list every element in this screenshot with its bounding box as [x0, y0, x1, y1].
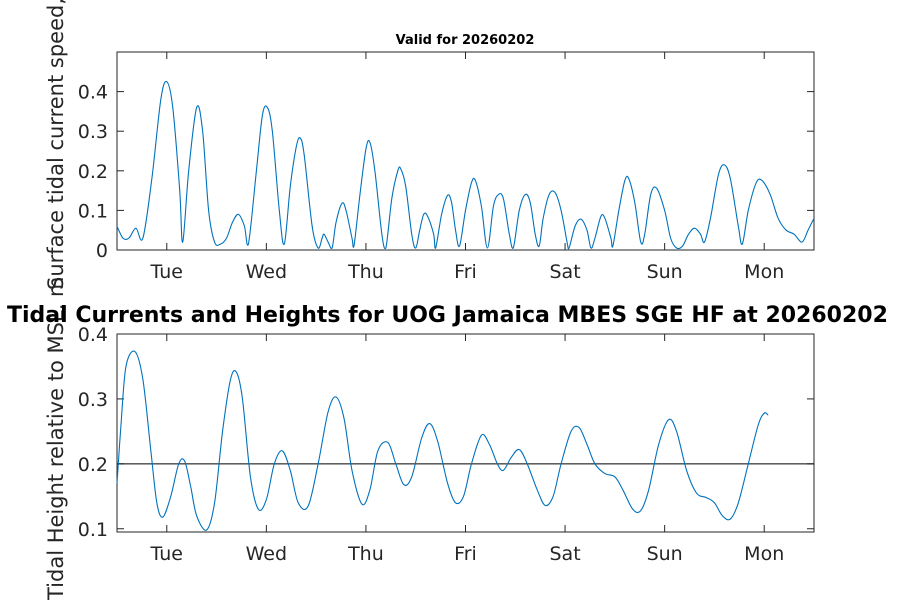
bottom-axes: 0.1 0.2 0.3 0.4 Tue Wed Thu Fri Sat Sun Mon [78, 324, 815, 565]
top-y-tick-label: 0.1 [78, 200, 108, 222]
bottom-y-tick-label: 0.3 [78, 389, 108, 411]
tidal-height-line [116, 350, 769, 531]
top-x-tick-label: Tue [150, 261, 183, 283]
top-x-tick-label: Sun [647, 261, 683, 283]
bottom-y-axis-label: Tidal Height relative to MSL, m [44, 277, 68, 600]
top-x-tick-label: Mon [744, 261, 784, 283]
top-axes-box [116, 51, 815, 251]
top-x-tick-label: Fri [454, 261, 477, 283]
bottom-y-tick-label: 0.2 [78, 454, 108, 476]
top-y-tick-label: 0.4 [78, 82, 108, 104]
bottom-x-tick-label: Thu [347, 543, 384, 565]
bottom-x-tick-label: Mon [744, 543, 784, 565]
bottom-axes-box [116, 333, 815, 533]
bottom-x-tick-label: Tue [150, 543, 183, 565]
top-y-tick-label: 0.3 [78, 121, 108, 143]
bottom-x-tick-label: Sat [549, 543, 580, 565]
bottom-y-tick-label: 0.1 [78, 519, 108, 541]
top-y-tick-label: 0.2 [78, 161, 108, 183]
top-axes-ticks: 0 0.1 0.2 0.3 0.4 Tue Wed Thu Fri Sat Sun Mon [78, 52, 814, 283]
bottom-axes-ticks: 0.1 0.2 0.3 0.4 Tue Wed Thu Fri Sat Sun Mon [78, 324, 814, 565]
top-axes: 0 0.1 0.2 0.3 0.4 Tue Wed Thu Fri Sat Sun Mon [78, 51, 815, 283]
bottom-y-tick-label: 0.4 [78, 324, 108, 346]
top-chart-title: Valid for 20260202 [396, 33, 535, 48]
current-speed-line [116, 80, 815, 250]
top-x-tick-label: Sat [549, 261, 580, 283]
bottom-x-tick-label: Wed [246, 543, 287, 565]
top-y-axis-label: Surface tidal current speed, kn [44, 0, 68, 290]
top-x-tick-label: Thu [347, 261, 384, 283]
bottom-x-tick-label: Fri [454, 543, 477, 565]
bottom-x-tick-label: Sun [647, 543, 683, 565]
top-x-tick-label: Wed [246, 261, 287, 283]
main-chart-title: Tidal Currents and Heights for UOG Jamai… [7, 303, 888, 328]
top-y-tick-label: 0 [96, 240, 108, 262]
